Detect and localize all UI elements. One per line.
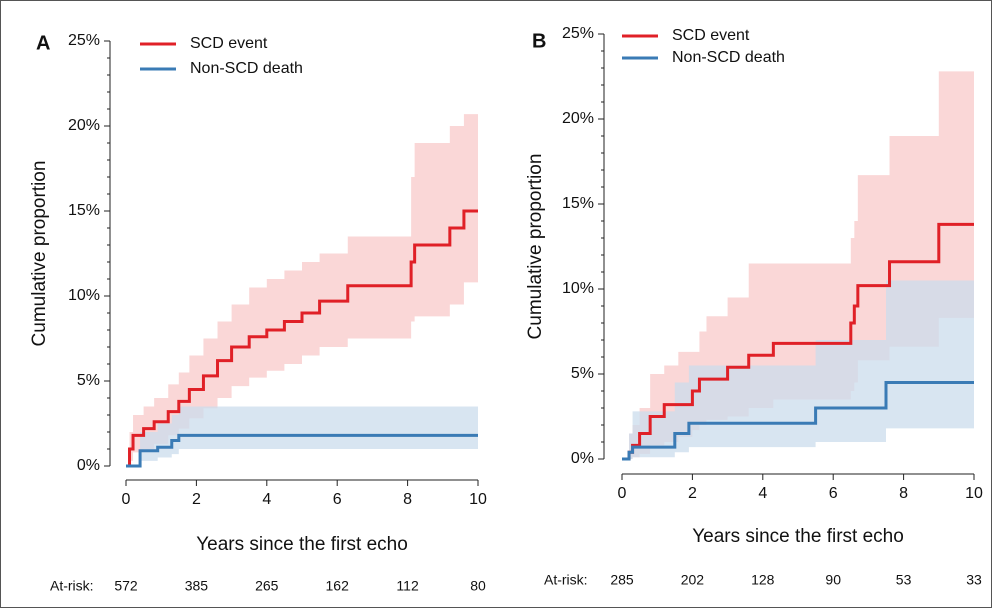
y-axis-title: Cumulative proportion [525, 154, 546, 340]
y-axis-title: Cumulative proportion [29, 161, 50, 347]
panel-label: A [36, 32, 50, 54]
y-tick-label: 5% [77, 372, 100, 389]
at-risk-count: 128 [751, 572, 775, 588]
x-tick-label: 2 [688, 485, 697, 502]
at-risk-label: At-risk: [544, 572, 588, 588]
confidence-band [622, 71, 974, 460]
legend-label: Non-SCD death [672, 49, 785, 66]
at-risk-count: 202 [681, 572, 705, 588]
at-risk-count: 112 [396, 578, 419, 594]
x-axis-title: Years since the first echo [692, 526, 904, 547]
at-risk-count: 162 [326, 578, 350, 594]
step-line [622, 222, 974, 461]
legend-label: Non-SCD death [190, 60, 303, 77]
at-risk-count: 385 [185, 578, 209, 594]
step-line [126, 433, 478, 468]
y-tick-label: 10% [68, 287, 100, 304]
at-risk-count: 33 [966, 572, 982, 588]
y-tick-label: 15% [562, 195, 594, 212]
y-tick-label: 15% [68, 202, 100, 219]
at-risk-count: 265 [255, 578, 279, 594]
y-tick-label: 0% [77, 457, 100, 474]
at-risk-count: 90 [825, 572, 841, 588]
x-tick-label: 0 [122, 491, 131, 508]
at-risk-count: 53 [896, 572, 912, 588]
y-tick-label: 0% [571, 450, 594, 467]
y-tick-label: 20% [562, 110, 594, 127]
x-tick-label: 4 [758, 485, 767, 502]
x-tick-label: 8 [403, 491, 412, 508]
step-line [126, 209, 478, 468]
at-risk-count: 80 [470, 578, 486, 594]
x-tick-label: 0 [618, 485, 627, 502]
at-risk-label: At-risk: [50, 578, 94, 594]
y-tick-label: 10% [562, 280, 594, 297]
x-tick-label: 8 [899, 485, 908, 502]
y-tick-label: 5% [571, 365, 594, 382]
x-tick-label: 10 [469, 491, 487, 508]
x-tick-label: 4 [262, 491, 271, 508]
step-line [622, 381, 974, 461]
x-tick-label: 2 [192, 491, 201, 508]
y-tick-label: 25% [68, 32, 100, 49]
at-risk-count: 572 [114, 578, 138, 594]
y-tick-label: 25% [562, 25, 594, 42]
legend-label: SCD event [672, 27, 750, 44]
legend-label: SCD event [190, 35, 268, 52]
at-risk-count: 285 [610, 572, 634, 588]
x-tick-label: 6 [829, 485, 838, 502]
panel-label: B [532, 30, 546, 52]
x-axis-title: Years since the first echo [196, 534, 408, 555]
confidence-band [126, 114, 478, 466]
y-tick-label: 20% [68, 117, 100, 134]
confidence-band [622, 280, 974, 459]
x-tick-label: 6 [333, 491, 342, 508]
x-tick-label: 10 [965, 485, 983, 502]
